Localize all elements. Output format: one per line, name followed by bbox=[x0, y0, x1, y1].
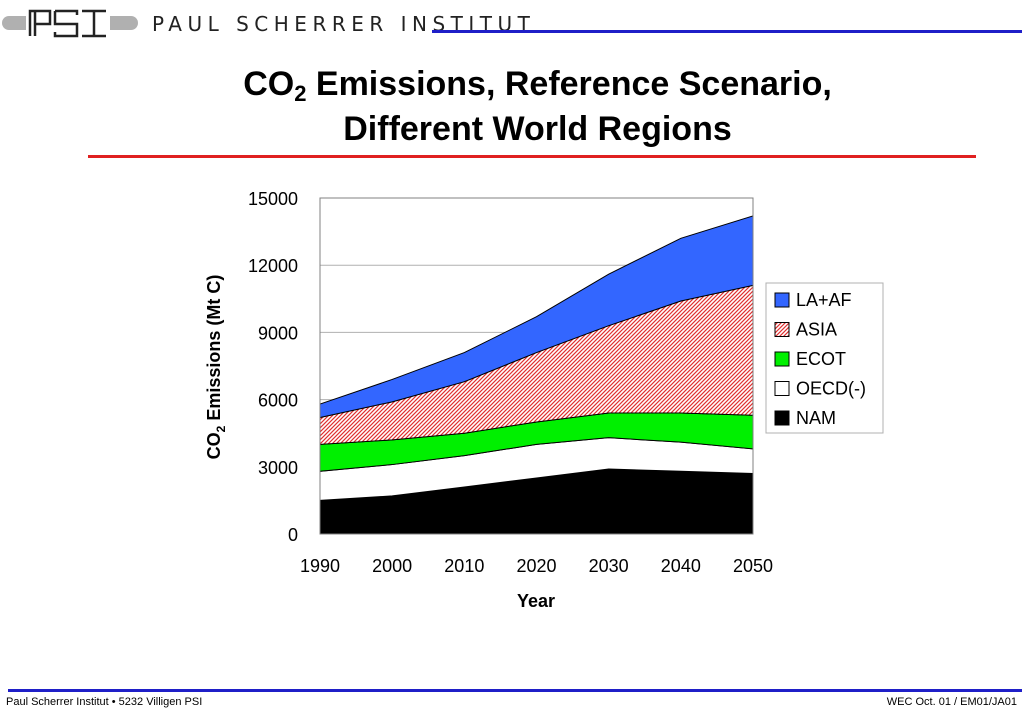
title-co-subscript: 2 bbox=[294, 81, 307, 106]
footer-left: Paul Scherrer Institut • 5232 Villigen P… bbox=[6, 696, 203, 708]
legend-label: ECOT bbox=[796, 349, 846, 369]
x-tick-label: 2030 bbox=[589, 556, 629, 576]
x-tick-label: 2040 bbox=[661, 556, 701, 576]
legend-label: ASIA bbox=[796, 320, 837, 340]
y-axis-label-subscript: 2 bbox=[214, 425, 228, 432]
y-axis-label-co: CO bbox=[204, 432, 224, 459]
title-line-1-rest: Emissions, Reference Scenario, bbox=[306, 65, 832, 103]
legend-swatch bbox=[774, 351, 790, 367]
title-co: CO bbox=[243, 65, 295, 103]
title-line-1: CO2 Emissions, Reference Scenario, bbox=[0, 62, 1023, 107]
legend-swatch bbox=[774, 322, 790, 337]
legend-swatch bbox=[774, 381, 790, 396]
y-tick-label: 3000 bbox=[258, 458, 298, 478]
y-tick-labels: 0 3000 6000 9000 12000 15000 bbox=[248, 189, 298, 545]
x-tick-label: 2010 bbox=[444, 556, 484, 576]
x-axis-label: Year bbox=[517, 591, 555, 611]
y-tick-label: 15000 bbox=[248, 189, 298, 209]
y-tick-label: 12000 bbox=[248, 256, 298, 276]
legend: LA+AF ASIA ECOT OECD(-) NAM bbox=[765, 282, 884, 434]
y-axis-label: CO2 Emissions (Mt C) bbox=[204, 275, 228, 460]
x-tick-labels: 1990 2000 2010 2020 2030 2040 2050 bbox=[300, 556, 773, 576]
y-axis-label-rest: Emissions (Mt C) bbox=[204, 275, 224, 426]
title-line-2: Different World Regions bbox=[343, 110, 732, 148]
legend-label: OECD(-) bbox=[796, 379, 866, 399]
legend-swatch bbox=[774, 410, 790, 426]
x-tick-label: 2050 bbox=[733, 556, 773, 576]
plot-frame bbox=[319, 197, 754, 535]
footer-rule bbox=[8, 689, 1022, 692]
psi-logo bbox=[2, 8, 138, 38]
y-tick-label: 6000 bbox=[258, 391, 298, 411]
x-tick-label: 1990 bbox=[300, 556, 340, 576]
plot-border bbox=[319, 197, 754, 535]
x-tick-label: 2000 bbox=[372, 556, 412, 576]
page-title: CO2 Emissions, Reference Scenario, Diffe… bbox=[0, 62, 1023, 152]
y-tick-label: 9000 bbox=[258, 323, 298, 343]
y-tick-label: 0 bbox=[288, 525, 298, 545]
title-rule bbox=[88, 155, 976, 158]
x-tick-label: 2020 bbox=[516, 556, 556, 576]
legend-label: NAM bbox=[796, 408, 836, 428]
legend-label: LA+AF bbox=[796, 290, 852, 310]
area-series-group bbox=[319, 215, 754, 535]
header-rule bbox=[432, 30, 1022, 33]
header: PAUL SCHERRER INSTITUT bbox=[0, 0, 1023, 50]
legend-swatch bbox=[774, 292, 790, 308]
emissions-chart: 0 3000 6000 9000 12000 15000 1990 2000 2010 2020… bbox=[204, 189, 884, 611]
footer-right: WEC Oct. 01 / EM01/JA01 bbox=[886, 696, 1017, 708]
